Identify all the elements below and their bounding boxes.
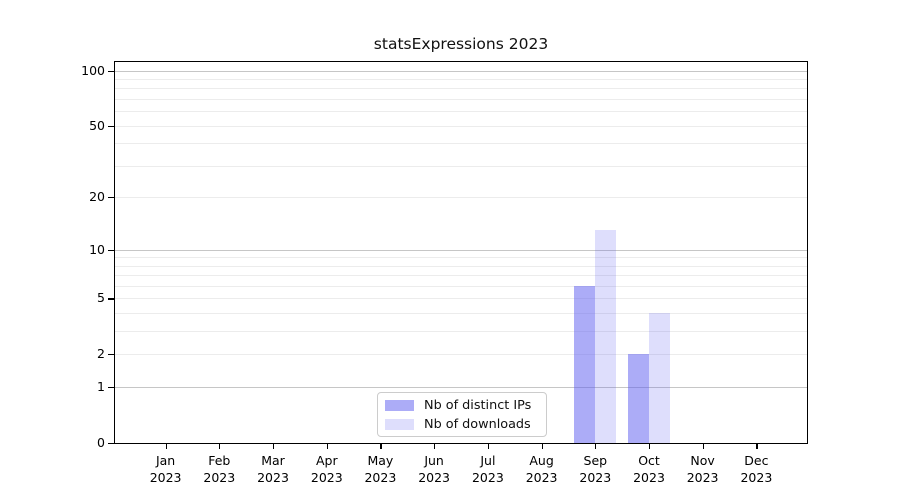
legend-label-distinct-ips: Nb of distinct IPs (424, 397, 532, 413)
y-tick-label: 10 (89, 241, 105, 257)
legend-item-distinct-ips: Nb of distinct IPs (385, 398, 536, 413)
bar-distinct-ips-oct (628, 354, 649, 443)
x-tick (756, 444, 758, 449)
x-tick (165, 444, 167, 449)
y-tick-label: 0 (97, 435, 105, 450)
y-tick-label: 50 (89, 117, 105, 133)
y-tick (108, 443, 114, 445)
x-tick (380, 444, 382, 449)
y-tick (108, 70, 114, 72)
legend: Nb of distinct IPs Nb of downloads (377, 392, 547, 437)
y-tick-label: 20 (89, 189, 105, 205)
x-tick-label: Mar 2023 (257, 453, 289, 485)
x-tick-label: Apr 2023 (310, 453, 343, 485)
y-tick-label: 1 (97, 379, 105, 395)
x-tick-label: Dec 2023 (740, 453, 773, 485)
gridline-minor (115, 265, 807, 267)
y-tick-label: 100 (81, 62, 105, 78)
gridline-minor (115, 275, 807, 277)
x-tick-label: Jun 2023 (418, 453, 450, 485)
bar-distinct-ips-sep (574, 285, 596, 443)
x-tick-label: Sep 2023 (579, 453, 612, 485)
gridline-minor (115, 257, 807, 259)
gridline-minor (115, 298, 807, 300)
x-tick-label: Jan 2023 (149, 453, 182, 485)
x-tick (595, 444, 597, 449)
y-tick (108, 249, 114, 251)
y-tick (108, 298, 114, 300)
y-tick-label: 2 (97, 346, 105, 362)
legend-swatch-downloads (385, 418, 414, 430)
y-tick-label: 5 (97, 290, 105, 306)
y-tick (108, 125, 114, 127)
x-tick (702, 444, 704, 449)
gridline-minor (115, 313, 807, 315)
bar-downloads-oct (649, 313, 670, 443)
y-tick (108, 354, 114, 356)
x-tick (649, 444, 651, 449)
plot-area: 0 1 2 5 10 20 50 100 Jan 2023 Feb 2023 Mar 2023 Apr… (81, 61, 808, 485)
x-tick-label: Jul 2023 (471, 453, 504, 485)
gridline-minor (115, 78, 807, 80)
legend-swatch-distinct-ips (385, 399, 414, 411)
gridline-major (115, 387, 807, 389)
x-tick-label: Aug 2023 (525, 453, 558, 485)
gridline-minor (115, 143, 807, 145)
legend-item-downloads: Nb of downloads (385, 417, 536, 432)
gridline-minor (115, 331, 807, 333)
x-tick (273, 444, 275, 449)
x-tick-label: Oct 2023 (633, 453, 665, 485)
x-tick (326, 444, 328, 449)
gridline-minor (115, 197, 807, 199)
gridline-minor (115, 285, 807, 287)
gridline-minor (115, 88, 807, 90)
y-tick (108, 387, 114, 389)
chart-title: statsExpressions 2023 (373, 35, 549, 53)
gridline-minor (115, 125, 807, 127)
gridline-minor (115, 165, 807, 167)
x-tick (219, 444, 221, 449)
x-tick-label: Nov 2023 (686, 453, 719, 485)
x-tick (487, 444, 490, 449)
x-tick (541, 444, 543, 449)
x-tick-label: Feb 2023 (203, 453, 236, 485)
gridline-major (115, 249, 807, 251)
gridline-minor (115, 98, 807, 100)
gridline-minor (115, 354, 807, 356)
y-tick (108, 197, 114, 199)
x-tick (434, 444, 436, 449)
x-tick-label: May 2023 (364, 453, 397, 485)
bar-downloads-sep (595, 230, 617, 443)
gridline-major (115, 70, 807, 72)
gridline-minor (115, 111, 807, 113)
legend-label-downloads: Nb of downloads (424, 416, 531, 432)
